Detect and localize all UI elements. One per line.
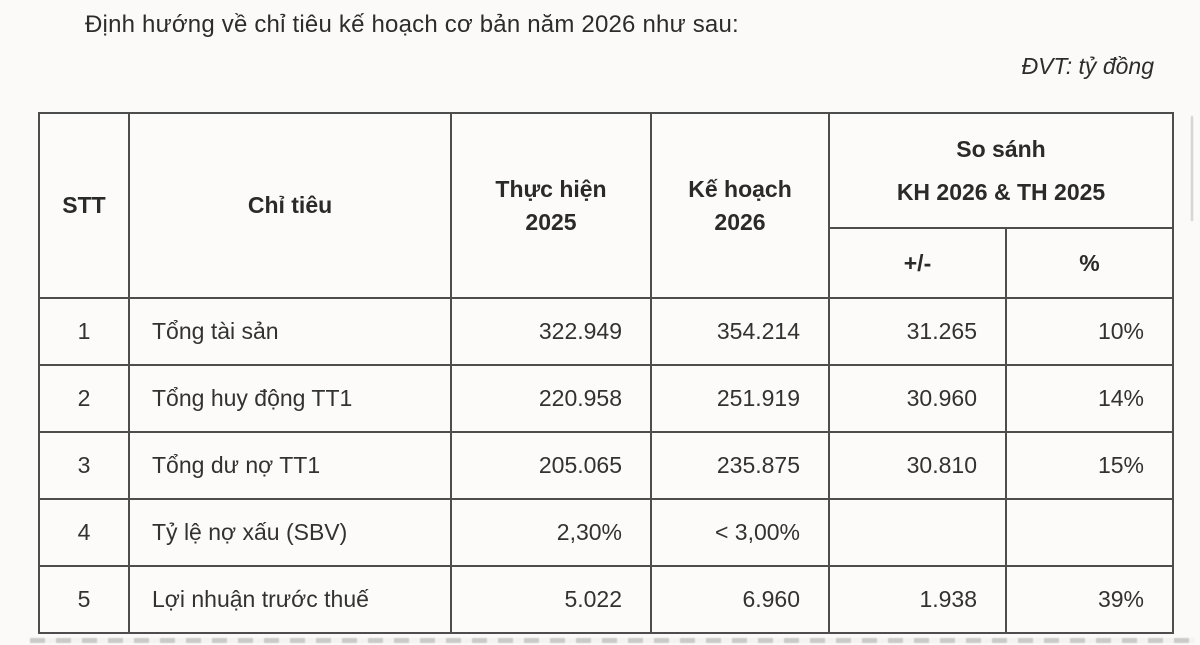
col-header-chi-tieu: Chỉ tiêu bbox=[128, 112, 452, 299]
cell-th2025: 2,30% bbox=[450, 498, 652, 567]
cell-th2025: 5.022 bbox=[450, 565, 652, 634]
cell-stt: 1 bbox=[38, 297, 130, 366]
col-header-thuc-hien-line1: Thực hiện bbox=[495, 176, 607, 203]
col-header-thuc-hien-line2: 2025 bbox=[525, 208, 577, 235]
cell-pct: 14% bbox=[1004, 364, 1175, 433]
table-row: 3 Tổng dư nợ TT1 205.065 235.875 30.810 … bbox=[38, 431, 1175, 500]
scan-artifact-dashes bbox=[30, 638, 1195, 643]
table-row: 4 Tỷ lệ nợ xấu (SBV) 2,30% < 3,00% bbox=[38, 498, 1175, 567]
col-header-ke-hoach-line1: Kế hoạch bbox=[688, 176, 792, 203]
col-header-pct: % bbox=[1004, 227, 1175, 299]
cell-pct bbox=[1004, 498, 1175, 567]
col-header-stt: STT bbox=[38, 112, 130, 299]
cell-diff: 31.265 bbox=[828, 297, 1007, 366]
cell-pct: 39% bbox=[1004, 565, 1175, 634]
cell-stt: 3 bbox=[38, 431, 130, 500]
cell-diff: 30.810 bbox=[828, 431, 1007, 500]
cell-label: Tổng huy động TT1 bbox=[128, 364, 452, 433]
plan-targets-table: STT Chỉ tiêu Thực hiện 2025 Kế hoạch 202… bbox=[38, 112, 1175, 634]
table-row: 5 Lợi nhuận trước thuế 5.022 6.960 1.938… bbox=[38, 565, 1175, 634]
cell-kh2026: 6.960 bbox=[650, 565, 830, 634]
cell-diff bbox=[828, 498, 1007, 567]
intro-text: Định hướng về chỉ tiêu kế hoạch cơ bản n… bbox=[85, 11, 739, 38]
cell-label: Tổng tài sản bbox=[128, 297, 452, 366]
cell-label: Tỷ lệ nợ xấu (SBV) bbox=[128, 498, 452, 567]
cell-th2025: 205.065 bbox=[450, 431, 652, 500]
unit-note: ĐVT: tỷ đồng bbox=[1021, 53, 1154, 79]
scan-artifact-line bbox=[1191, 116, 1193, 221]
cell-diff: 1.938 bbox=[828, 565, 1007, 634]
col-header-so-sanh-line1: So sánh bbox=[956, 135, 1046, 162]
col-header-so-sanh: So sánh KH 2026 & TH 2025 bbox=[827, 112, 1175, 229]
col-header-ke-hoach-line2: 2026 bbox=[714, 208, 766, 235]
cell-th2025: 220.958 bbox=[450, 364, 652, 433]
cell-stt: 4 bbox=[38, 498, 130, 567]
col-header-diff: +/- bbox=[828, 227, 1007, 299]
cell-diff: 30.960 bbox=[828, 364, 1007, 433]
table-row: 1 Tổng tài sản 322.949 354.214 31.265 10… bbox=[38, 297, 1175, 366]
cell-label: Tổng dư nợ TT1 bbox=[128, 431, 452, 500]
table-row: 2 Tổng huy động TT1 220.958 251.919 30.9… bbox=[38, 364, 1175, 433]
cell-kh2026: 354.214 bbox=[650, 297, 830, 366]
cell-kh2026: 251.919 bbox=[650, 364, 830, 433]
cell-kh2026: < 3,00% bbox=[650, 498, 830, 567]
cell-pct: 15% bbox=[1004, 431, 1175, 500]
cell-pct: 10% bbox=[1004, 297, 1175, 366]
col-header-ke-hoach-2026: Kế hoạch 2026 bbox=[650, 112, 830, 299]
cell-label: Lợi nhuận trước thuế bbox=[128, 565, 452, 634]
cell-th2025: 322.949 bbox=[450, 297, 652, 366]
cell-kh2026: 235.875 bbox=[650, 431, 830, 500]
cell-stt: 5 bbox=[38, 565, 130, 634]
cell-stt: 2 bbox=[38, 364, 130, 433]
col-header-so-sanh-line2: KH 2026 & TH 2025 bbox=[896, 178, 1106, 205]
col-header-thuc-hien-2025: Thực hiện 2025 bbox=[450, 112, 652, 299]
